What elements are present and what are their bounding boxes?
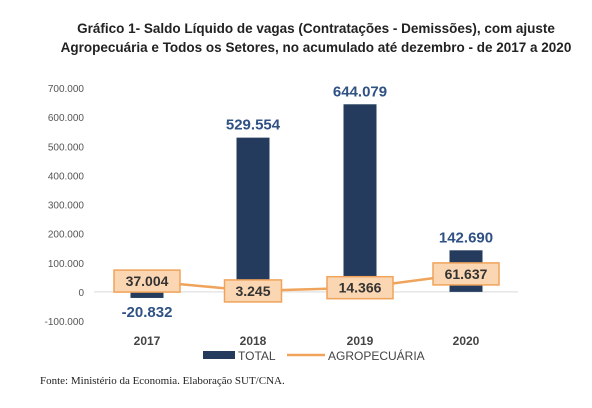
data-label-total: 142.690 — [439, 229, 493, 246]
data-label-box-agro — [113, 269, 181, 293]
legend-label-agro: AGROPECUÁRIA — [328, 348, 425, 363]
data-label-total: 529.554 — [226, 117, 281, 134]
legend: TOTAL AGROPECUÁRIA — [203, 348, 425, 363]
bar-total-2018 — [236, 137, 270, 292]
bar-total-2017 — [130, 291, 164, 298]
x-axis: 2017 2018 2019 2020 — [134, 334, 480, 348]
y-tick-label: 600.000 — [48, 113, 85, 124]
x-tick-label: 2018 — [240, 334, 267, 348]
data-label-agro: 61.637 — [445, 266, 488, 282]
legend-label-total: TOTAL — [238, 349, 276, 363]
x-tick-label: 2019 — [347, 334, 374, 348]
bar-series-total: -20.832 529.554 644.079 142.690 — [122, 83, 494, 321]
data-label-agro: 37.004 — [126, 273, 169, 289]
line-agropecuaria — [146, 272, 467, 293]
x-tick-label: 2017 — [134, 334, 161, 348]
y-tick-label: 500.000 — [48, 142, 85, 153]
data-label-box-agro — [223, 279, 283, 303]
data-label-agro: 14.366 — [339, 280, 382, 296]
data-label-total: 644.079 — [333, 83, 387, 100]
line-series-agropecuaria: 37.004 3.245 14.366 61.637 — [113, 262, 500, 303]
y-tick-label: -100.000 — [45, 317, 85, 328]
y-tick-label: 400.000 — [48, 171, 85, 182]
chart-title-line-2: Agropecuária e Todos os Setores, no acum… — [60, 40, 572, 55]
y-tick-label: 0 — [78, 288, 84, 299]
x-tick-label: 2020 — [453, 334, 480, 348]
legend-swatch-total — [203, 351, 235, 359]
source-note: Fonte: Ministério da Economia. Elaboraçã… — [40, 375, 285, 387]
data-label-box-agro — [326, 275, 394, 300]
y-tick-label: 100.000 — [48, 259, 85, 270]
y-tick-label: 200.000 — [48, 230, 85, 241]
data-label-box-agro — [432, 262, 500, 286]
chart-title-line-1: Gráfico 1- Saldo Líquido de vagas (Contr… — [77, 21, 555, 36]
bar-total-2019 — [343, 104, 377, 292]
y-tick-label: 700.000 — [48, 84, 85, 95]
data-label-total: -20.832 — [122, 304, 173, 321]
data-label-agro: 3.245 — [235, 283, 270, 299]
y-tick-label: 300.000 — [48, 201, 85, 212]
